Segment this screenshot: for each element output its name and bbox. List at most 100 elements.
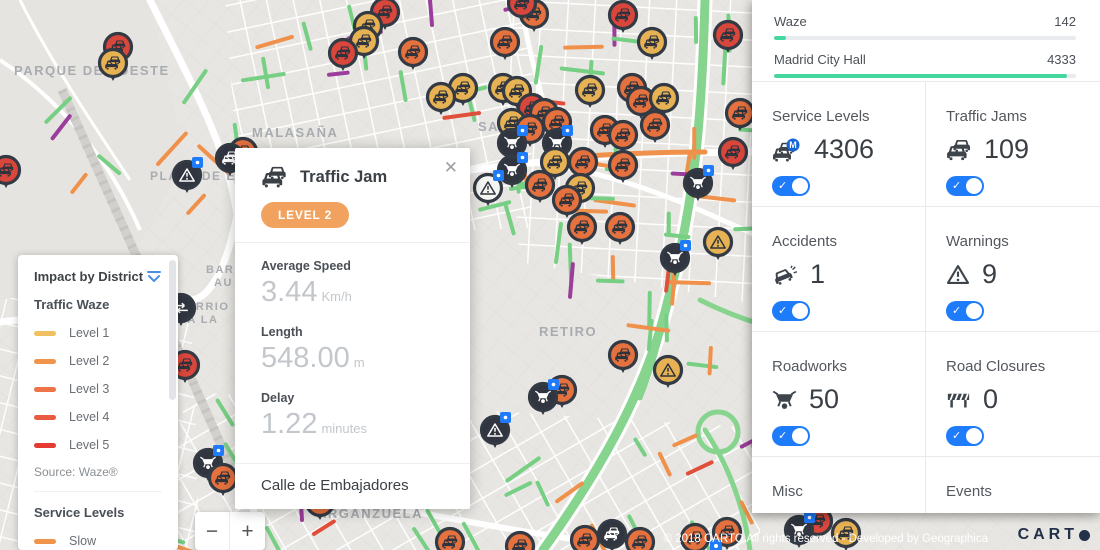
map-marker-jam-yellow[interactable]	[648, 82, 680, 117]
zoom-out-button[interactable]: −	[195, 512, 230, 550]
source-stats: Waze 142 Madrid City Hall 4333	[752, 0, 1100, 82]
service-levels-toggle[interactable]: ✓	[772, 176, 810, 196]
check-icon: ✓	[778, 304, 788, 317]
legend-item-label: Level 4	[69, 410, 110, 424]
legend-item-traffic-waze: Level 4	[34, 410, 178, 424]
map-zoom-control: − +	[195, 512, 265, 550]
map-marker-badge[interactable]	[710, 540, 722, 550]
map-marker-jam-yellow[interactable]	[830, 517, 862, 550]
map-marker-jam-red[interactable]	[712, 19, 744, 54]
check-icon: ✓	[952, 179, 962, 192]
map-marker-jam-orange[interactable]	[524, 169, 556, 204]
map-marker-jam-orange[interactable]	[607, 149, 639, 184]
map-marker-roadworks[interactable]	[682, 165, 715, 201]
legend-section-service-levels: Service Levels	[34, 505, 125, 520]
map-marker-jam-dark[interactable]	[596, 518, 628, 550]
map-marker-jam-red[interactable]	[0, 154, 22, 189]
legend-swatch	[34, 442, 56, 448]
map-marker-warn-light[interactable]	[472, 170, 505, 206]
map-marker-warn-dark[interactable]	[479, 412, 512, 448]
legend-swatch	[34, 386, 56, 392]
map-place-label: AU	[214, 277, 233, 289]
legend-item-traffic-waze: Level 3	[34, 382, 178, 396]
roadworks-toggle[interactable]: ✓	[772, 426, 810, 446]
map-marker-jam-orange[interactable]	[679, 522, 711, 550]
accidents-toggle[interactable]: ✓	[772, 301, 810, 321]
map-marker-jam-orange[interactable]	[397, 36, 429, 71]
check-icon: ✓	[778, 429, 788, 442]
map-marker-roadworks[interactable]	[659, 240, 692, 276]
map-marker-jam-orange[interactable]	[607, 339, 639, 374]
carto-logo[interactable]: CART	[1018, 526, 1090, 544]
map-marker-jam-orange[interactable]	[569, 524, 601, 550]
map-marker-jam-orange[interactable]	[504, 530, 536, 550]
map-marker-jam-orange[interactable]	[551, 184, 583, 219]
map-marker-jam-yellow[interactable]	[636, 26, 668, 61]
close-icon[interactable]: ✕	[443, 158, 458, 177]
legend-swatch	[34, 538, 56, 544]
zoom-in-button[interactable]: +	[230, 512, 265, 550]
map-marker-jam-orange[interactable]	[434, 526, 466, 550]
map-marker-jam-red[interactable]	[607, 0, 639, 34]
map-marker-jam-orange[interactable]	[604, 211, 636, 246]
map-marker-warn-yellow[interactable]	[702, 226, 734, 261]
warnings-toggle[interactable]: ✓	[946, 301, 984, 321]
map-place-label: RETIRO	[539, 324, 597, 339]
carto-logo-dot	[1079, 529, 1090, 541]
legend-title: Impact by District	[34, 269, 144, 284]
map-marker-jam-yellow[interactable]	[425, 81, 457, 116]
popup-street-name: Calle de Embajadores	[235, 463, 470, 509]
warnings-icon	[946, 264, 970, 285]
legend-item-service-level: Slow	[34, 534, 178, 548]
card-events: Events	[946, 483, 992, 500]
traffic-jams-icon	[946, 139, 972, 161]
map-marker-jam-red[interactable]	[506, 0, 538, 21]
card-accidents: Accidents 1 ✓	[752, 207, 926, 332]
map-marker-jam-red[interactable]	[327, 37, 359, 72]
map-place-label: PARQUE DEL OESTE	[14, 63, 170, 78]
source-row-waze: Waze 142	[774, 14, 1076, 40]
map-marker-roadworks[interactable]	[783, 512, 816, 548]
card-road-closures: Road Closures 0 ✓	[926, 332, 1100, 457]
map-marker-jam-orange[interactable]	[489, 26, 521, 61]
roadworks-icon	[772, 390, 797, 410]
popup-title: Traffic Jam	[300, 167, 388, 186]
popup-field-average-speed: Average Speed 3.44 Km/h	[261, 259, 352, 308]
map-marker-jam-yellow[interactable]	[574, 74, 606, 109]
card-traffic-jams: Traffic Jams 109 ✓	[926, 82, 1100, 207]
map-marker-warn-yellow[interactable]	[652, 354, 684, 389]
map-marker-warn-dark[interactable]	[171, 157, 204, 193]
road-closures-toggle[interactable]: ✓	[946, 426, 984, 446]
map-marker-roadworks[interactable]	[496, 152, 529, 188]
map-marker-jam-orange[interactable]	[566, 211, 598, 246]
legend-item-traffic-waze: Level 1	[34, 326, 178, 340]
card-misc: Misc	[752, 457, 926, 513]
legend-swatch	[34, 414, 56, 420]
legend-scrollbar[interactable]	[169, 260, 176, 400]
map-marker-jam-red[interactable]	[717, 136, 749, 171]
service-levels-icon: M	[772, 138, 800, 162]
road-closures-icon	[946, 390, 971, 410]
legend-item-label: Level 5	[69, 438, 110, 452]
map-marker-jam-orange[interactable]	[711, 516, 743, 550]
popup-field-delay: Delay 1.22 minutes	[261, 391, 367, 440]
level-badge: LEVEL 2	[261, 202, 350, 228]
map-marker-jam-yellow[interactable]	[348, 25, 380, 60]
source-row-city-hall: Madrid City Hall 4333	[774, 52, 1076, 78]
legend-swatch	[34, 330, 56, 336]
map-marker-roadworks[interactable]	[527, 379, 560, 415]
map-marker-jam-orange[interactable]	[624, 526, 656, 550]
map-marker-jam-orange[interactable]	[607, 119, 639, 154]
legend-item-traffic-waze: Level 5	[34, 438, 178, 452]
legend-item-traffic-waze: Level 2	[34, 354, 178, 368]
map-marker-jam-orange[interactable]	[639, 109, 671, 144]
map-marker-jam-orange[interactable]	[207, 462, 239, 497]
collapse-icon[interactable]	[146, 270, 162, 284]
legend-section-traffic-waze: Traffic Waze	[34, 297, 110, 312]
map-marker-jam-yellow[interactable]	[97, 47, 129, 82]
popup-header: ✕ Traffic Jam LEVEL 2	[235, 148, 470, 243]
map-place-label: BARR	[206, 264, 244, 276]
waze-progress-bar	[774, 36, 1076, 40]
traffic-jams-toggle[interactable]: ✓	[946, 176, 984, 196]
